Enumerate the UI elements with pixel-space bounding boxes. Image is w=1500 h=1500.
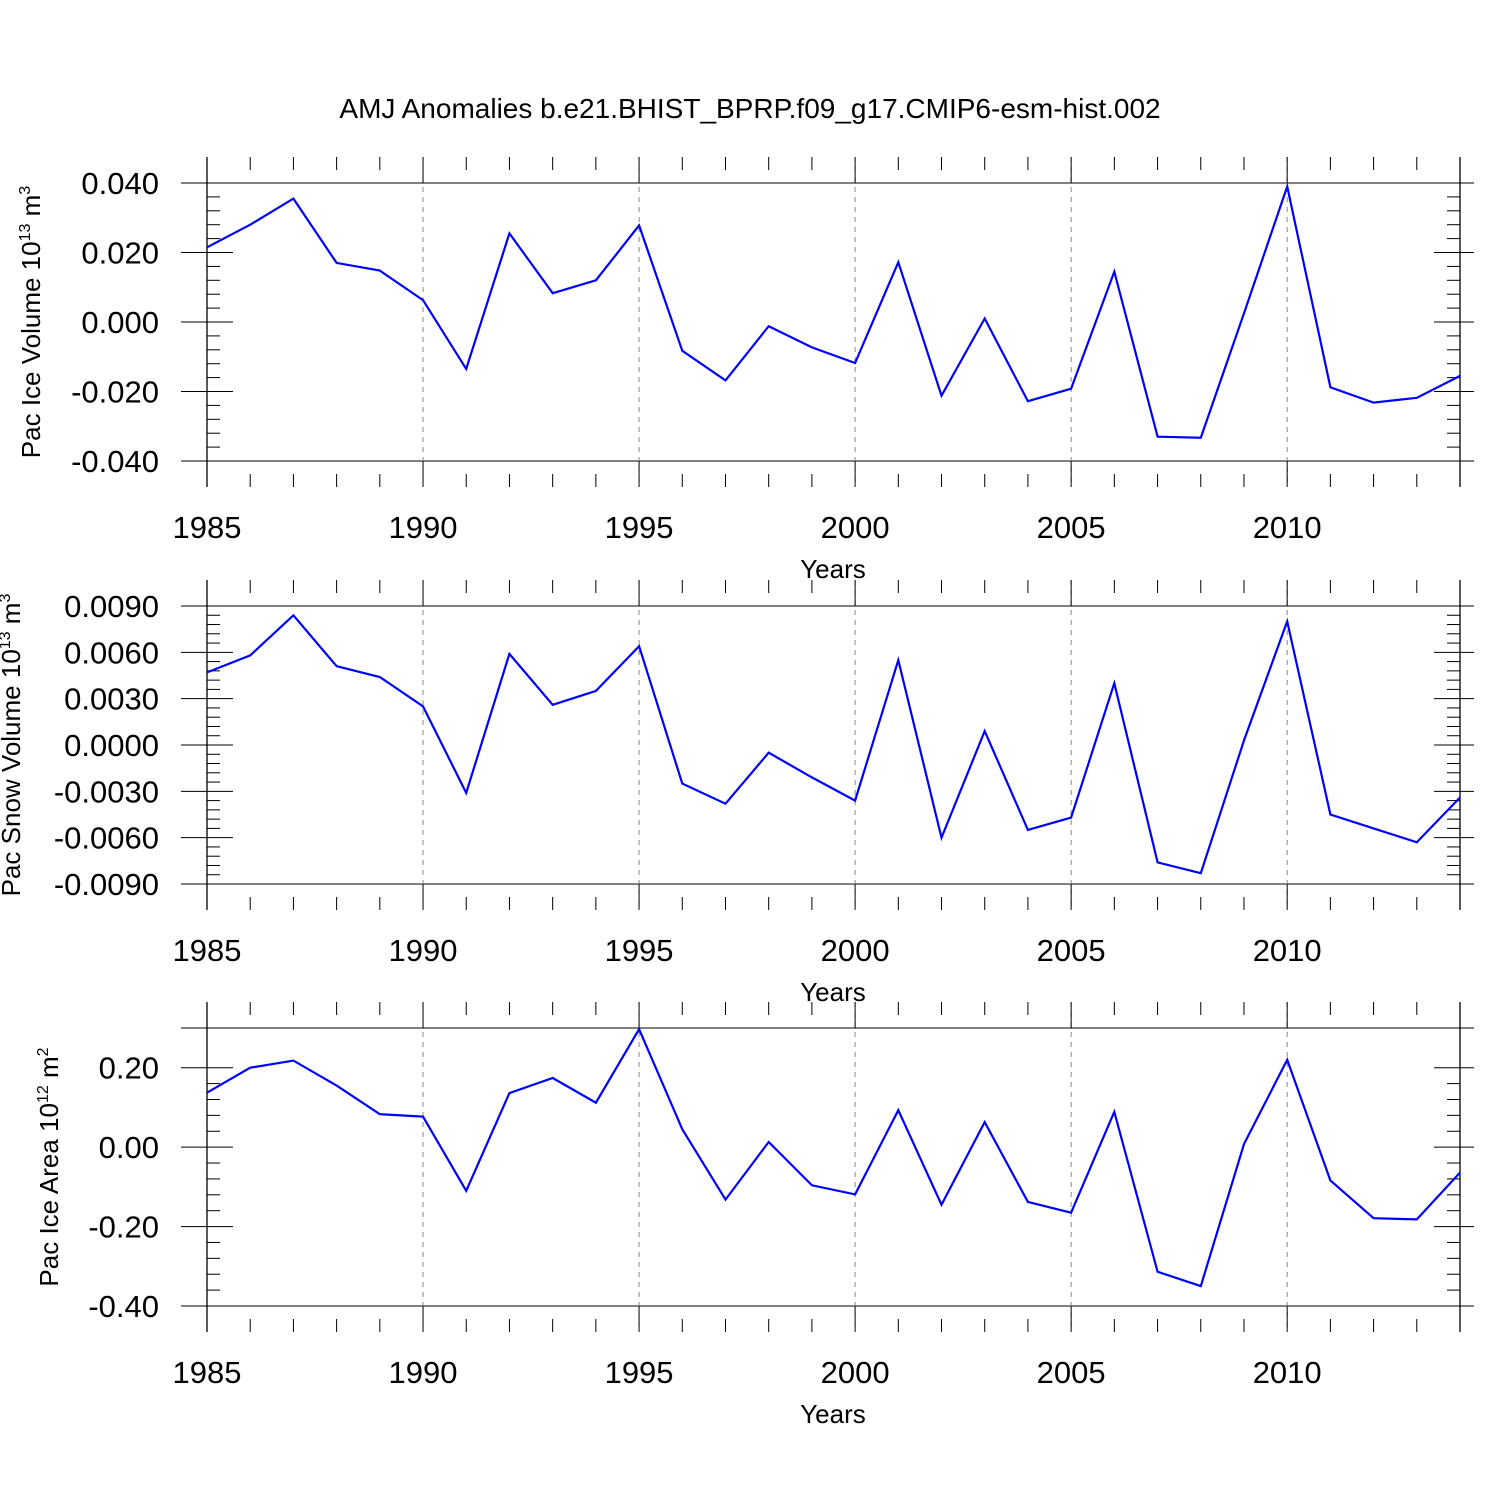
y-axis-label-unit-exponent: 2 [35,1047,52,1056]
y-tick-label: 0.20 [99,1051,159,1086]
x-tick-label: 1985 [173,510,242,545]
y-axis-label-unit: m [0,603,26,632]
x-tick-label: 2010 [1253,510,1322,545]
y-axis-label: Pac Snow Volume 1013 m3 [0,594,26,897]
x-tick-label: 2005 [1037,1355,1106,1390]
y-tick-label: 0.040 [81,166,159,201]
series-line [206,613,1461,875]
y-axis-label-text: Pac Ice Area 10 [34,1103,64,1287]
x-axis-label: Years [800,554,866,584]
x-tick-label: 1990 [389,510,458,545]
x-tick-label: 2000 [821,933,890,968]
figure-title: AMJ Anomalies b.e21.BHIST_BPRP.f09_g17.C… [339,93,1160,124]
y-axis-label: Pac Ice Area 1012 m2 [34,1047,64,1286]
y-tick-label: 0.0060 [64,635,159,670]
y-axis-label-text: Pac Ice Volume 10 [16,241,46,458]
y-axis-label-unit-exponent: 3 [0,594,14,603]
x-axis-label: Years [800,977,866,1007]
x-tick-label: 2000 [821,510,890,545]
x-tick-label: 1995 [605,510,674,545]
x-tick-label: 1995 [605,1355,674,1390]
y-axis-label-text: Pac Snow Volume 10 [0,649,26,896]
y-tick-label: -0.040 [71,444,159,479]
y-axis-label-unit: m [16,195,46,224]
y-tick-label: 0.00 [99,1130,159,1165]
x-tick-label: 2005 [1037,510,1106,545]
x-tick-label: 2000 [821,1355,890,1390]
y-tick-label: -0.20 [88,1210,159,1245]
x-tick-label: 2010 [1253,1355,1322,1390]
y-axis-label-unit-exponent: 3 [17,186,34,195]
panels: 0.040 0.020 0.000 -0.020 -0.040 1985 1990 1995 2… [0,157,1474,1429]
y-tick-label: -0.0060 [54,821,159,856]
y-axis-label: Pac Ice Volume 1013 m3 [16,186,46,459]
x-tick-label: 1995 [605,933,674,968]
y-tick-label: -0.0030 [54,774,159,809]
y-tick-label: 0.000 [81,305,159,340]
x-tick-label: 1990 [389,1355,458,1390]
x-tick-label: 1990 [389,933,458,968]
x-tick-label: 1985 [173,1355,242,1390]
y-tick-label: 0.0000 [64,728,159,763]
chart-panel-3: 0.20 0.00 -0.20 -0.40 1985 1990 1995 2000 2005 20… [34,1002,1474,1429]
y-tick-label: -0.020 [71,375,159,410]
y-tick-label: 0.020 [81,236,159,271]
chart-panel-1: 0.040 0.020 0.000 -0.020 -0.040 1985 1990 1995 2… [16,157,1474,584]
y-axis-label-unit: m [34,1056,64,1085]
series-line [206,182,1461,439]
series-line [206,1026,1461,1288]
y-tick-label: 0.0030 [64,682,159,717]
x-tick-label: 2010 [1253,933,1322,968]
y-axis-label-exponent: 12 [35,1085,52,1103]
x-tick-label: 1985 [173,933,242,968]
x-axis-label: Years [800,1399,866,1429]
y-axis-label-exponent: 13 [0,631,14,649]
y-axis-label-exponent: 13 [17,223,34,241]
x-tick-label: 2005 [1037,933,1106,968]
y-tick-label: 0.0090 [64,589,159,624]
y-tick-label: -0.0090 [54,867,159,902]
chart-panel-2: 0.0090 0.0060 0.0030 0.0000 -0.0030 -0.0060 -0… [0,580,1474,1007]
y-tick-label: -0.40 [88,1289,159,1324]
